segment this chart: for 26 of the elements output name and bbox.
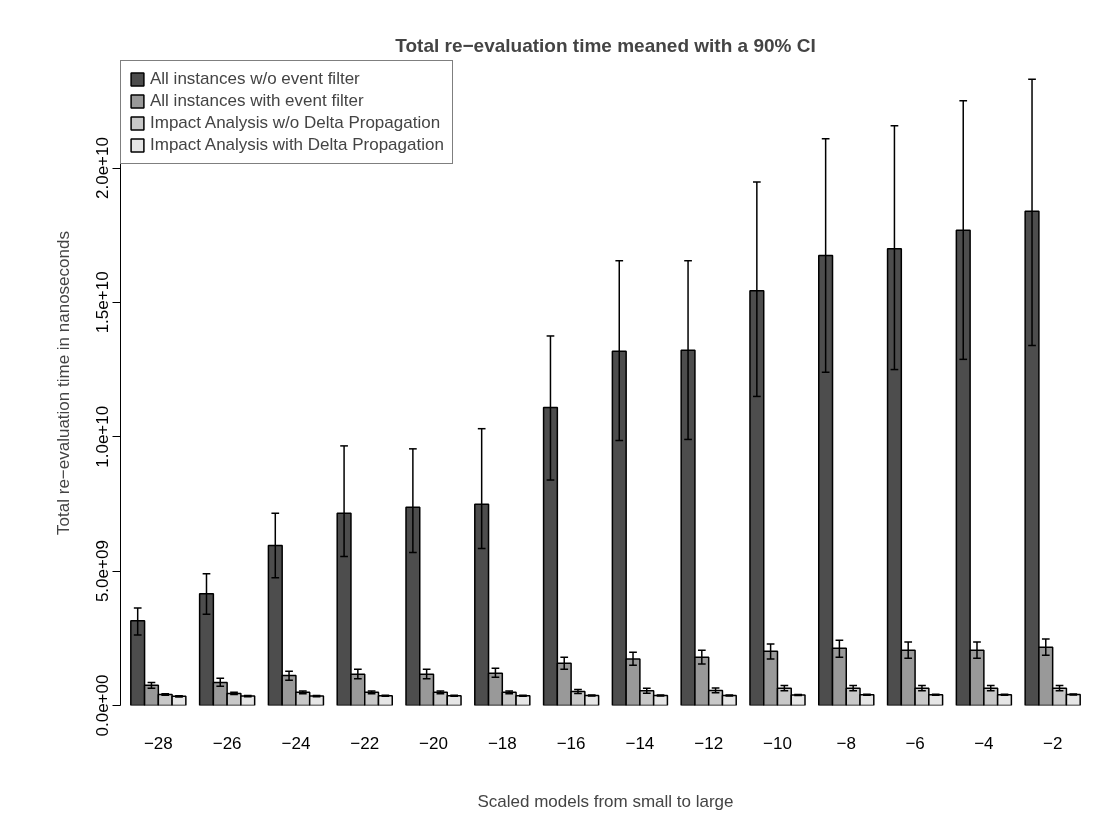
legend-label: Impact Analysis w/o Delta Propagation [150,113,441,133]
x-tick-label: −24 [281,733,311,753]
legend-label: Impact Analysis with Delta Propagation [150,135,444,155]
chart-title: Total re−evaluation time meaned with a 90% CI [395,34,816,56]
x-tick-label: −28 [143,733,173,753]
x-axis-title: Scaled models from small to large [477,791,734,811]
x-tick-label: −2 [1042,733,1063,753]
legend-label: All instances w/o event filter [150,69,360,89]
x-tick-label: −12 [694,733,724,753]
x-tick-label: −4 [974,733,994,753]
y-tick-label: 1.0e+10 [92,405,112,468]
x-tick-label: −14 [625,733,655,753]
x-tick-label: −26 [212,733,242,753]
x-tick-label: −18 [487,733,517,753]
y-tick-label: 0.0e+00 [92,674,112,737]
y-axis-title: Total re−evaluation time in nanoseconds [53,231,73,535]
y-tick-label: 1.5e+10 [92,271,112,334]
y-tick-label: 2.0e+10 [92,137,112,199]
x-tick-label: −10 [763,733,792,753]
x-tick-label: −8 [836,733,856,753]
y-tick-label: 5.0e+09 [92,540,112,603]
legend-label: All instances with event filter [150,91,364,111]
x-tick-label: −6 [905,733,925,753]
x-tick-label: −20 [419,733,448,753]
x-tick-label: −16 [556,733,586,753]
x-tick-label: −22 [350,733,380,753]
